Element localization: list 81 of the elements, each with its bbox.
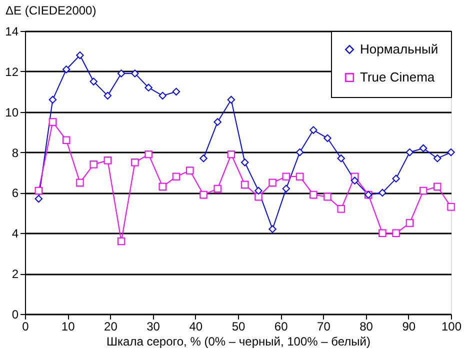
legend-label: True Cinema <box>360 70 436 84</box>
point <box>158 92 166 100</box>
point <box>419 186 428 195</box>
y-axis-title: ΔE (CIEDE2000) <box>6 4 96 18</box>
point <box>227 96 236 104</box>
point <box>62 136 70 144</box>
point <box>268 178 276 186</box>
point <box>117 70 126 78</box>
x-tick-label: 80 <box>360 320 374 334</box>
x-tick-label: 50 <box>232 320 246 334</box>
point <box>214 118 222 126</box>
point <box>447 203 455 211</box>
point <box>447 148 455 156</box>
x-tick-label: 20 <box>104 320 118 334</box>
point <box>268 225 276 233</box>
point <box>227 150 236 158</box>
point <box>200 190 208 199</box>
point <box>392 229 400 237</box>
x-tick-label: 10 <box>61 320 76 334</box>
point <box>117 237 126 246</box>
point <box>324 192 332 201</box>
point <box>104 92 112 100</box>
x-tick-label: 60 <box>274 320 288 334</box>
point <box>282 172 290 180</box>
point <box>310 126 318 134</box>
y-tick-label: 12 <box>5 64 19 79</box>
point <box>296 172 304 180</box>
point <box>282 184 290 193</box>
point <box>434 182 442 191</box>
point <box>419 144 428 152</box>
point <box>34 186 42 195</box>
point <box>434 154 442 162</box>
y-tick-label: 2 <box>12 267 19 282</box>
point <box>90 160 98 168</box>
x-tick-label: 90 <box>402 320 416 334</box>
point <box>240 180 249 188</box>
point <box>48 96 57 104</box>
point <box>34 194 42 203</box>
point <box>337 205 345 213</box>
point <box>296 148 304 156</box>
point <box>104 156 112 164</box>
point <box>144 150 152 158</box>
point <box>62 66 70 74</box>
y-tick-label: 14 <box>5 24 19 38</box>
x-axis-title: Шкала серого, % (0% – черный, 100% – белый) <box>106 334 370 348</box>
point <box>406 219 414 227</box>
y-tick-label: 8 <box>12 146 19 160</box>
point <box>378 229 386 237</box>
point <box>172 172 180 180</box>
point <box>378 188 386 197</box>
point <box>240 158 249 166</box>
y-tick-label: 6 <box>12 186 19 200</box>
point <box>131 158 139 166</box>
point <box>406 148 414 156</box>
point <box>392 174 400 182</box>
point <box>158 182 166 191</box>
point <box>254 192 262 201</box>
x-tick-label: 100 <box>441 320 462 334</box>
point <box>214 184 222 193</box>
point <box>172 88 180 96</box>
y-tick-label: 0 <box>12 308 19 322</box>
y-tick-label: 4 <box>12 226 19 241</box>
point <box>131 70 139 78</box>
point <box>324 134 332 142</box>
point <box>310 190 318 199</box>
y-tick-label: 10 <box>5 105 19 120</box>
point <box>76 51 84 60</box>
x-tick-label: 70 <box>317 320 331 334</box>
point <box>200 154 208 162</box>
point <box>90 78 98 86</box>
point <box>76 178 84 186</box>
point <box>186 166 194 174</box>
point <box>337 154 345 162</box>
legend-label: Нормальный <box>360 42 438 56</box>
point <box>48 118 57 126</box>
x-tick-label: 0 <box>22 320 30 334</box>
x-tick-label: 30 <box>146 320 160 334</box>
point <box>350 176 359 184</box>
point <box>254 186 262 195</box>
x-tick-label: 40 <box>189 320 203 334</box>
point <box>144 84 152 92</box>
